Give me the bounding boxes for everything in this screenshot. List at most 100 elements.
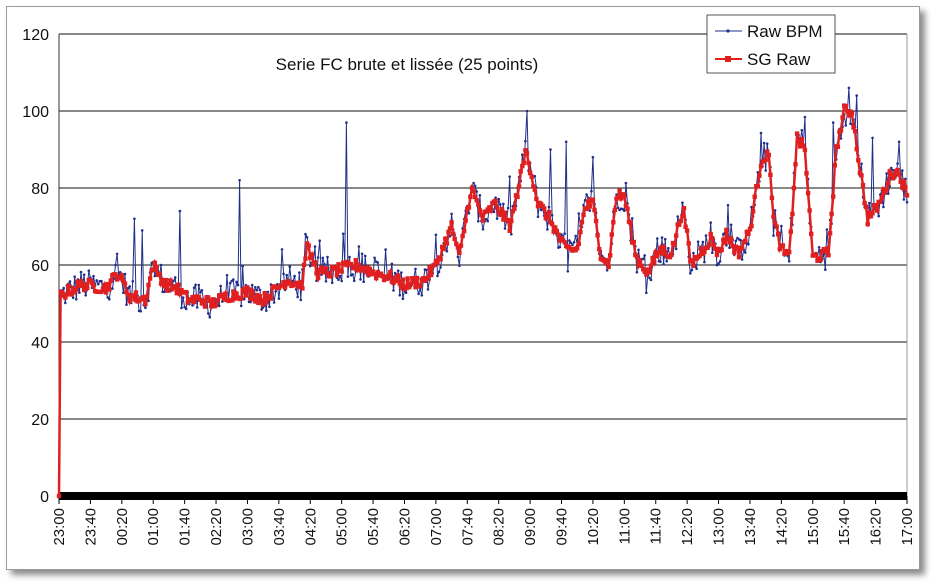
x-tick-label: 13:00 xyxy=(711,508,728,546)
series-raw-bpm xyxy=(57,86,909,498)
sg-raw-point xyxy=(191,299,197,305)
sg-raw-point xyxy=(628,220,633,226)
sg-raw-point xyxy=(425,276,431,281)
raw-bpm-point xyxy=(637,248,640,252)
raw-bpm-point xyxy=(643,254,646,257)
raw-bpm-point xyxy=(79,270,83,274)
sg-raw-point xyxy=(102,282,107,287)
sg-raw-point xyxy=(220,292,225,297)
x-tick-label: 10:20 xyxy=(585,508,602,546)
sg-raw-point xyxy=(835,144,841,149)
sg-raw-point xyxy=(344,262,349,268)
raw-bpm-point xyxy=(550,213,554,217)
raw-bpm-point xyxy=(173,276,177,279)
sg-raw-point xyxy=(884,187,889,192)
grid-lines xyxy=(59,33,907,420)
raw-bpm-point xyxy=(690,268,694,272)
raw-bpm-point xyxy=(225,274,229,277)
sg-raw-point xyxy=(114,277,120,282)
sg-raw-point xyxy=(757,173,762,178)
sg-raw-point xyxy=(89,280,95,286)
sg-raw-point xyxy=(559,235,564,241)
sg-raw-point xyxy=(543,216,548,221)
sg-raw-point xyxy=(487,205,492,210)
sg-raw-point xyxy=(631,239,636,245)
sg-raw-point xyxy=(674,233,679,238)
sg-raw-point xyxy=(119,273,124,278)
heart-rate-chart: 0 20 40 60 80 100 120 23:00 23:40 00:20 01:00 01:4… xyxy=(22,14,916,546)
sg-raw-point xyxy=(221,296,227,302)
sg-raw-point xyxy=(727,240,732,245)
raw-bpm-point xyxy=(477,219,480,223)
sg-raw-point xyxy=(63,295,68,300)
sg-raw-point xyxy=(788,229,793,234)
raw-bpm-point xyxy=(800,129,804,132)
raw-bpm-point xyxy=(583,198,587,202)
sg-raw-point xyxy=(663,250,668,255)
raw-bpm-point xyxy=(902,198,906,201)
sg-raw-point xyxy=(69,292,74,297)
sg-raw-point xyxy=(551,229,556,234)
sg-raw-point xyxy=(856,158,861,163)
raw-bpm-point xyxy=(144,306,147,310)
sg-raw-point xyxy=(472,194,478,200)
sg-raw-point xyxy=(708,231,713,237)
raw-bpm-point xyxy=(897,140,901,144)
raw-bpm-point xyxy=(458,264,461,268)
sg-raw-point xyxy=(824,246,830,251)
raw-bpm-point xyxy=(425,268,428,272)
raw-bpm-point xyxy=(217,304,221,308)
sg-raw-point xyxy=(540,203,545,209)
raw-bpm-point xyxy=(323,262,326,266)
sg-raw-point xyxy=(554,228,559,234)
sg-raw-point xyxy=(642,269,647,274)
sg-raw-point xyxy=(174,290,179,296)
sg-raw-point xyxy=(323,266,329,271)
raw-bpm-point xyxy=(847,86,851,90)
sg-raw-point xyxy=(776,232,781,237)
raw-bpm-point xyxy=(508,175,512,178)
sg-raw-point xyxy=(623,203,629,209)
series-sg-raw xyxy=(56,103,910,499)
sg-raw-point xyxy=(752,194,757,199)
sg-raw-point xyxy=(284,281,289,287)
sg-raw-point xyxy=(658,245,663,251)
x-tick-label: 09:00 xyxy=(522,508,539,546)
sg-raw-point xyxy=(516,184,522,189)
raw-bpm-point xyxy=(68,280,72,283)
sg-raw-point xyxy=(556,232,561,237)
legend-raw-marker xyxy=(726,29,730,33)
raw-bpm-point xyxy=(585,193,588,196)
sg-raw-point xyxy=(397,281,402,286)
sg-raw-point xyxy=(306,243,311,248)
raw-bpm-point xyxy=(123,272,127,276)
raw-bpm-point xyxy=(236,283,240,287)
sg-raw-point xyxy=(358,268,363,273)
sg-raw-point xyxy=(647,270,652,275)
sg-raw-point xyxy=(590,197,596,203)
x-tick-label: 05:40 xyxy=(365,508,382,546)
sg-raw-point xyxy=(534,196,539,202)
raw-bpm-point xyxy=(191,304,194,307)
raw-bpm-point xyxy=(772,234,775,237)
raw-bpm-point xyxy=(630,217,634,220)
sg-raw-point xyxy=(78,279,84,284)
raw-bpm-point xyxy=(111,287,114,290)
raw-bpm-point xyxy=(318,239,322,242)
sg-raw-point xyxy=(889,172,894,177)
raw-bpm-point xyxy=(316,256,320,259)
sg-raw-point xyxy=(728,236,734,242)
sg-raw-point xyxy=(367,266,373,272)
sg-raw-point xyxy=(859,173,864,178)
sg-raw-point xyxy=(501,217,506,222)
sg-raw-point xyxy=(449,220,454,225)
sg-raw-point xyxy=(895,167,900,173)
y-tick-label: 0 xyxy=(40,489,49,506)
sg-raw-point xyxy=(364,265,369,270)
raw-bpm-point xyxy=(404,291,408,295)
raw-bpm-point xyxy=(178,209,182,213)
sg-raw-point xyxy=(758,164,764,169)
sg-raw-point xyxy=(860,182,866,188)
sg-raw-point xyxy=(413,285,418,290)
sg-raw-point xyxy=(315,275,321,281)
